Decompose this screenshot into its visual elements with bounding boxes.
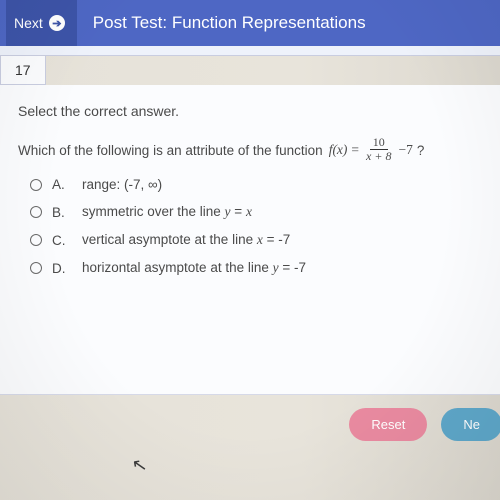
option-b[interactable]: B. symmetric over the line y = x (30, 204, 484, 220)
option-d[interactable]: D. horizontal asymptote at the line y = … (30, 260, 484, 276)
footer-actions: Reset Ne (0, 392, 500, 441)
header-bar: Next ➔ Post Test: Function Representatio… (0, 0, 500, 46)
fraction-denominator: x + 8 (363, 150, 394, 163)
header-next-label: Next (14, 15, 43, 31)
function-expression: f(x) = 10 x + 8 −7 (329, 137, 413, 163)
option-text: horizontal asymptote at the line y = -7 (82, 260, 306, 276)
fx-symbol: f(x) (329, 142, 348, 158)
equals-symbol: = (351, 142, 359, 158)
cursor-icon: ↖ (130, 454, 149, 477)
stem-prefix: Which of the following is an attribute o… (18, 143, 323, 158)
option-text: vertical asymptote at the line x = -7 (82, 232, 290, 248)
question-stem: Which of the following is an attribute o… (18, 137, 484, 163)
option-a[interactable]: A. range: (-7, ∞) (30, 177, 484, 192)
option-c[interactable]: C. vertical asymptote at the line x = -7 (30, 232, 484, 248)
arrow-right-icon: ➔ (49, 15, 65, 31)
option-label: A. (52, 177, 72, 192)
radio-icon (30, 179, 42, 191)
fraction-numerator: 10 (370, 136, 388, 150)
next-button[interactable]: Ne (441, 408, 500, 441)
sub-bar (0, 46, 500, 56)
question-number: 17 (0, 56, 46, 85)
option-text: symmetric over the line y = x (82, 204, 252, 220)
radio-icon (30, 234, 42, 246)
question-mark: ? (417, 143, 425, 158)
option-label: D. (52, 261, 72, 276)
tail-term: −7 (398, 142, 412, 158)
options-list: A. range: (-7, ∞) B. symmetric over the … (30, 177, 484, 276)
option-text: range: (-7, ∞) (82, 177, 162, 192)
question-prompt: Select the correct answer. (18, 103, 484, 119)
header-next-button[interactable]: Next ➔ (6, 0, 77, 46)
question-content: Select the correct answer. Which of the … (0, 85, 500, 395)
page-title: Post Test: Function Representations (93, 13, 366, 33)
option-label: C. (52, 233, 72, 248)
option-label: B. (52, 205, 72, 220)
fraction: 10 x + 8 (363, 136, 394, 162)
radio-icon (30, 262, 42, 274)
reset-button[interactable]: Reset (349, 408, 427, 441)
radio-icon (30, 206, 42, 218)
